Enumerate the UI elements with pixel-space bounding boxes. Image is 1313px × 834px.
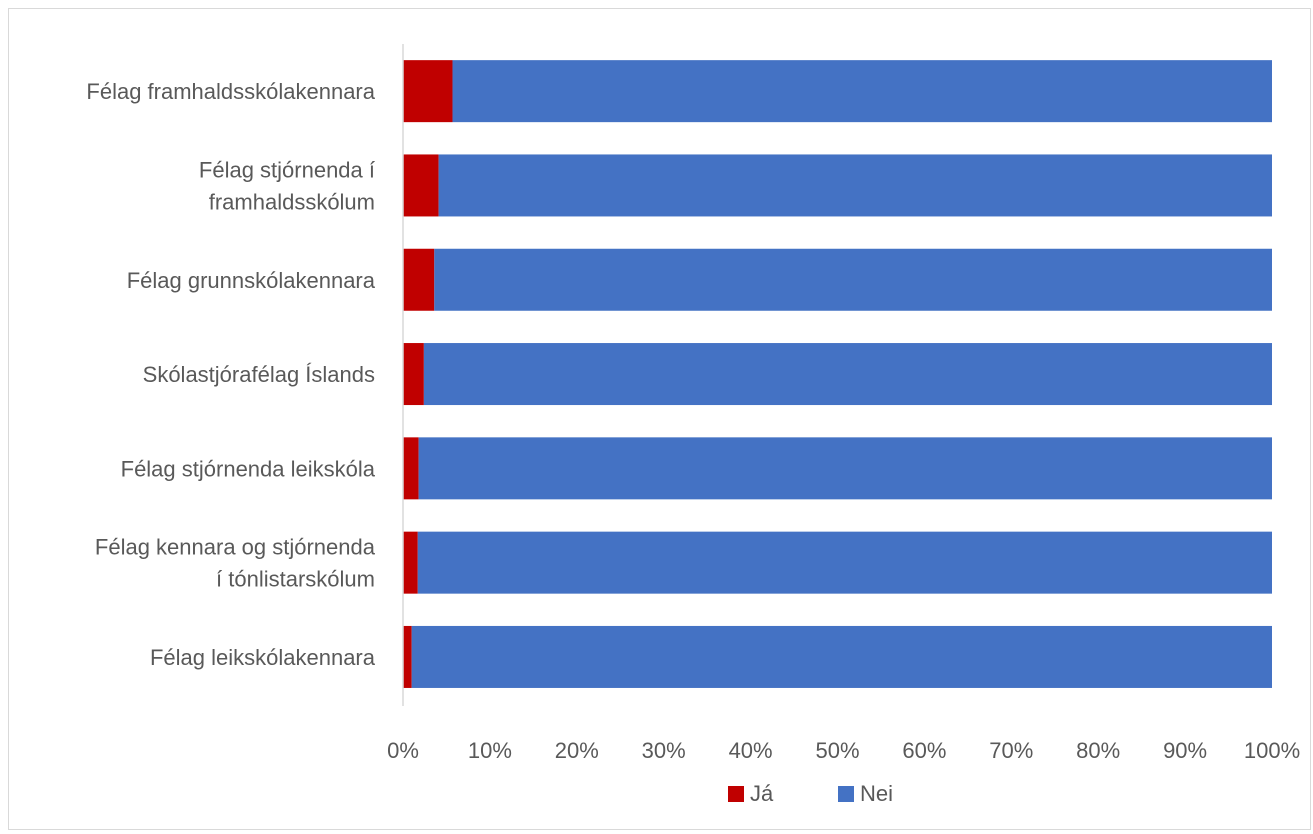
x-axis-tick-labels: 0% 10% 20% 30% 40% 50% 60% 70% 80% 90% 100% [387, 738, 1300, 763]
category-label: Félag stjórnenda leikskóla [121, 456, 376, 481]
bar-ja-5 [403, 437, 419, 500]
category-label-line: Félag kennara og stjórnenda [95, 535, 376, 560]
bar-ja-3 [403, 248, 435, 311]
legend-swatch [728, 786, 744, 802]
x-tick-label: 100% [1244, 738, 1300, 763]
bar-nei-1 [452, 60, 1272, 123]
legend: Já Nei [728, 781, 893, 806]
x-tick-label: 50% [815, 738, 859, 763]
legend-item-ja: Já [728, 781, 774, 806]
category-label: Félag leikskólakennara [150, 645, 376, 670]
category-label-line: Félag leikskólakennara [150, 645, 376, 670]
category-label-line: Skólastjórafélag Íslands [143, 362, 375, 387]
x-tick-label: 10% [468, 738, 512, 763]
bar-nei-5 [418, 437, 1272, 500]
x-tick-label: 40% [729, 738, 773, 763]
x-tick-label: 90% [1163, 738, 1207, 763]
bar-nei-3 [434, 248, 1272, 311]
bar-ja-6 [403, 531, 418, 594]
bar-nei-6 [417, 531, 1272, 594]
category-label-line: í tónlistarskólum [216, 567, 375, 592]
legend-swatch [838, 786, 854, 802]
x-tick-label: 0% [387, 738, 419, 763]
bar-nei-2 [438, 154, 1272, 217]
category-label: Félag framhaldsskólakennara [86, 79, 375, 104]
legend-item-nei: Nei [838, 781, 893, 806]
x-tick-label: 80% [1076, 738, 1120, 763]
x-tick-label: 70% [989, 738, 1033, 763]
category-label-line: Félag framhaldsskólakennara [86, 79, 375, 104]
category-label: Félag stjórnenda í framhaldsskólum [199, 157, 375, 214]
category-label: Félag kennara og stjórnenda í tónlistarsk… [95, 535, 376, 592]
category-label-line: Félag stjórnenda leikskóla [121, 456, 376, 481]
legend-label: Já [750, 781, 774, 806]
bar-ja-1 [403, 60, 453, 123]
x-tick-label: 60% [902, 738, 946, 763]
category-label: Félag grunnskólakennara [127, 268, 376, 293]
x-tick-label: 20% [555, 738, 599, 763]
category-label-line: Félag grunnskólakennara [127, 268, 376, 293]
category-label-line: framhaldsskólum [209, 189, 375, 214]
bar-nei-7 [411, 625, 1272, 688]
category-labels: Félag framhaldsskólakennara Félag stjórne… [86, 79, 375, 670]
chart-frame [8, 8, 1311, 830]
bar-nei-4 [423, 343, 1272, 406]
bars-layer [403, 60, 1272, 688]
bar-ja-7 [403, 625, 412, 688]
category-label: Skólastjórafélag Íslands [143, 362, 375, 387]
legend-label: Nei [860, 781, 893, 806]
bar-ja-4 [403, 343, 424, 406]
bar-ja-2 [403, 154, 439, 217]
x-tick-label: 30% [642, 738, 686, 763]
category-label-line: Félag stjórnenda í [199, 157, 375, 182]
